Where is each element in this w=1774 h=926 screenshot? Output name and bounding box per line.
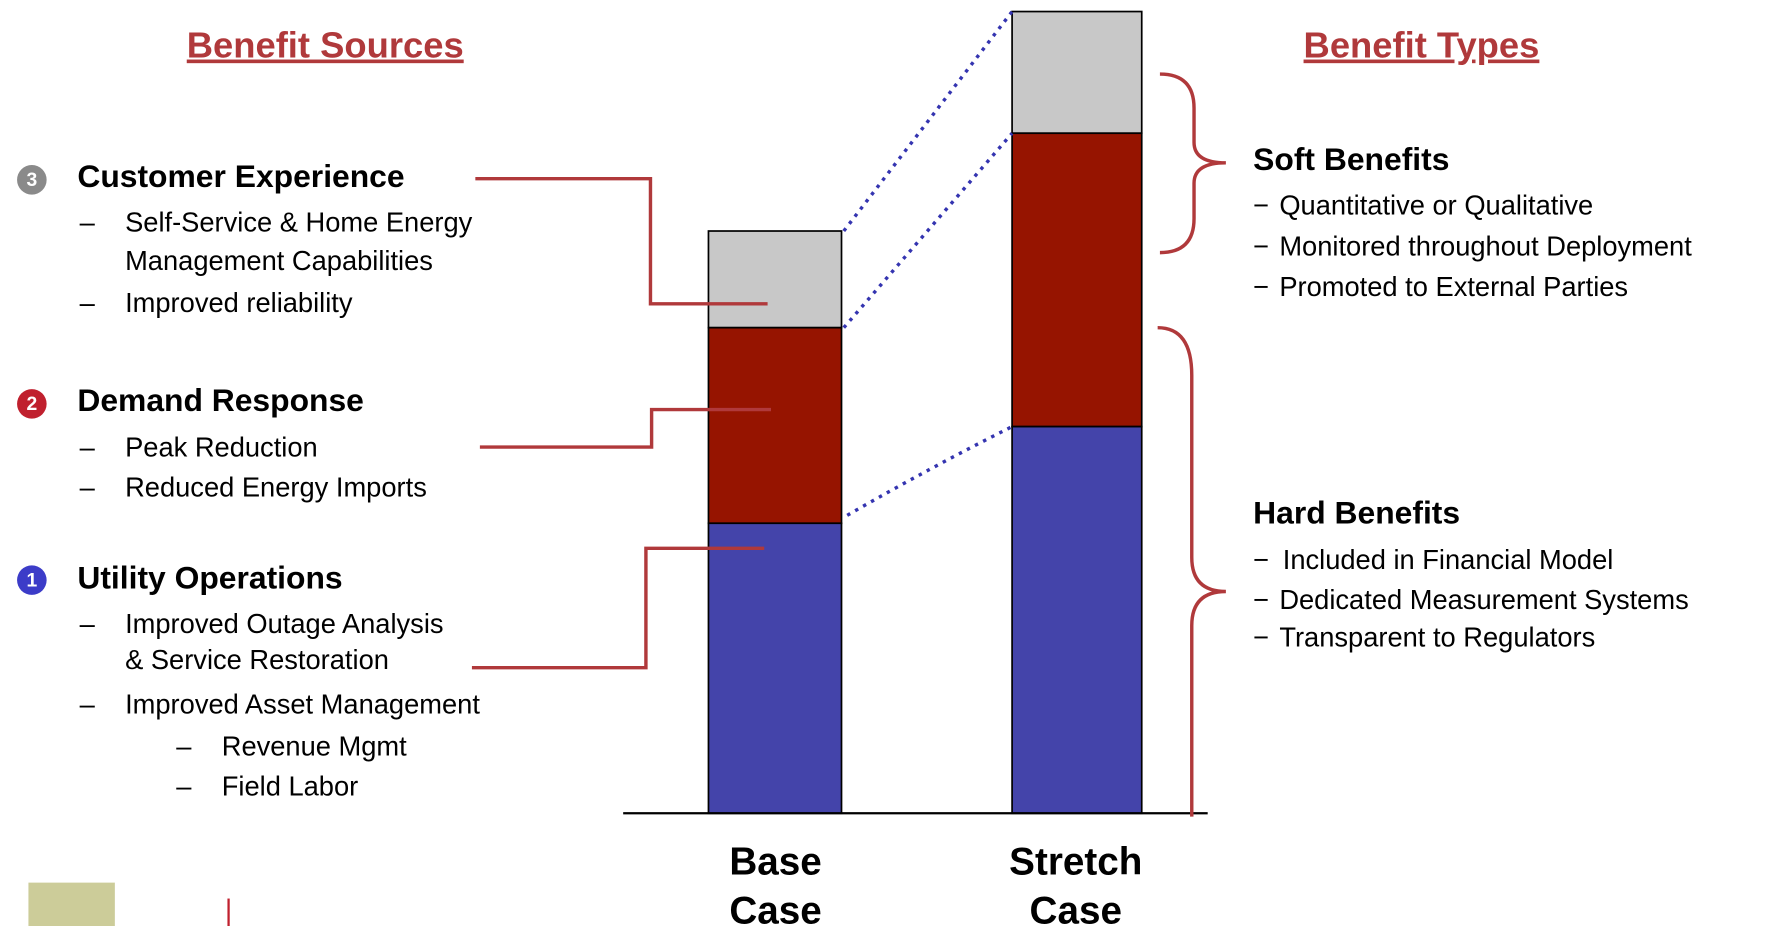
stacked-bars	[623, 10, 1208, 815]
item: Promoted to External Parties	[1279, 271, 1628, 302]
case-label: Base	[729, 841, 821, 884]
bar-segment	[707, 230, 843, 329]
section-title: Benefit Types	[1304, 25, 1540, 66]
dash: –	[80, 206, 96, 237]
dash: –	[176, 770, 192, 801]
bar-segment	[707, 522, 843, 815]
group-heading: Customer Experience	[77, 158, 404, 194]
bar-segment	[707, 326, 843, 525]
bar-segment	[1011, 10, 1143, 135]
bar-segment	[1011, 132, 1143, 428]
badge	[17, 165, 47, 195]
dash: −	[1253, 271, 1269, 302]
item: Improved Outage Analysis	[125, 608, 443, 639]
item: Peak Reduction	[125, 432, 318, 463]
case-label: Case	[729, 890, 821, 926]
badge	[17, 565, 47, 595]
logo-block	[28, 882, 115, 926]
dash: −	[1253, 230, 1269, 261]
connector	[471, 546, 765, 670]
dash: −	[1253, 621, 1269, 652]
item: Transparent to Regulators	[1279, 621, 1595, 652]
group-heading: Hard Benefits	[1253, 495, 1460, 531]
item: Included in Financial Model	[1283, 544, 1614, 575]
item: Self-Service & Home Energy	[125, 206, 473, 237]
item: Improved Asset Management	[125, 689, 480, 720]
item: Quantitative or Qualitative	[1279, 189, 1593, 220]
item: & Service Restoration	[125, 644, 389, 675]
item: Revenue Mgmt	[222, 731, 407, 762]
item: Field Labor	[222, 770, 359, 801]
case-label: Case	[1030, 890, 1122, 926]
connector	[479, 407, 772, 449]
group-heading: Soft Benefits	[1253, 141, 1449, 177]
dash: –	[176, 731, 192, 762]
item: Management Capabilities	[125, 245, 433, 276]
item: Dedicated Measurement Systems	[1279, 584, 1688, 615]
dotted-connector	[842, 10, 1014, 517]
badge-number: 1	[26, 570, 37, 591]
item: Reduced Energy Imports	[125, 471, 427, 502]
dash: −	[1253, 189, 1269, 220]
dash: –	[80, 432, 96, 463]
badge-number: 3	[26, 170, 37, 191]
item: Improved reliability	[125, 287, 353, 318]
dash: –	[80, 608, 96, 639]
group-heading: Utility Operations	[77, 560, 342, 596]
dash: –	[80, 689, 96, 720]
brace	[1159, 72, 1226, 255]
item: Monitored throughout Deployment	[1279, 230, 1692, 261]
brace	[1157, 325, 1226, 817]
group-heading: Demand Response	[77, 382, 364, 418]
dash: −	[1253, 544, 1269, 575]
badge	[17, 389, 47, 419]
dash: –	[80, 471, 96, 502]
dash: −	[1253, 584, 1269, 615]
dash: –	[80, 287, 96, 318]
bar-segment	[1011, 425, 1143, 815]
badge-number: 2	[26, 394, 37, 415]
section-title: Benefit Sources	[187, 25, 464, 66]
connector	[475, 176, 768, 306]
case-label: Stretch	[1009, 841, 1142, 884]
